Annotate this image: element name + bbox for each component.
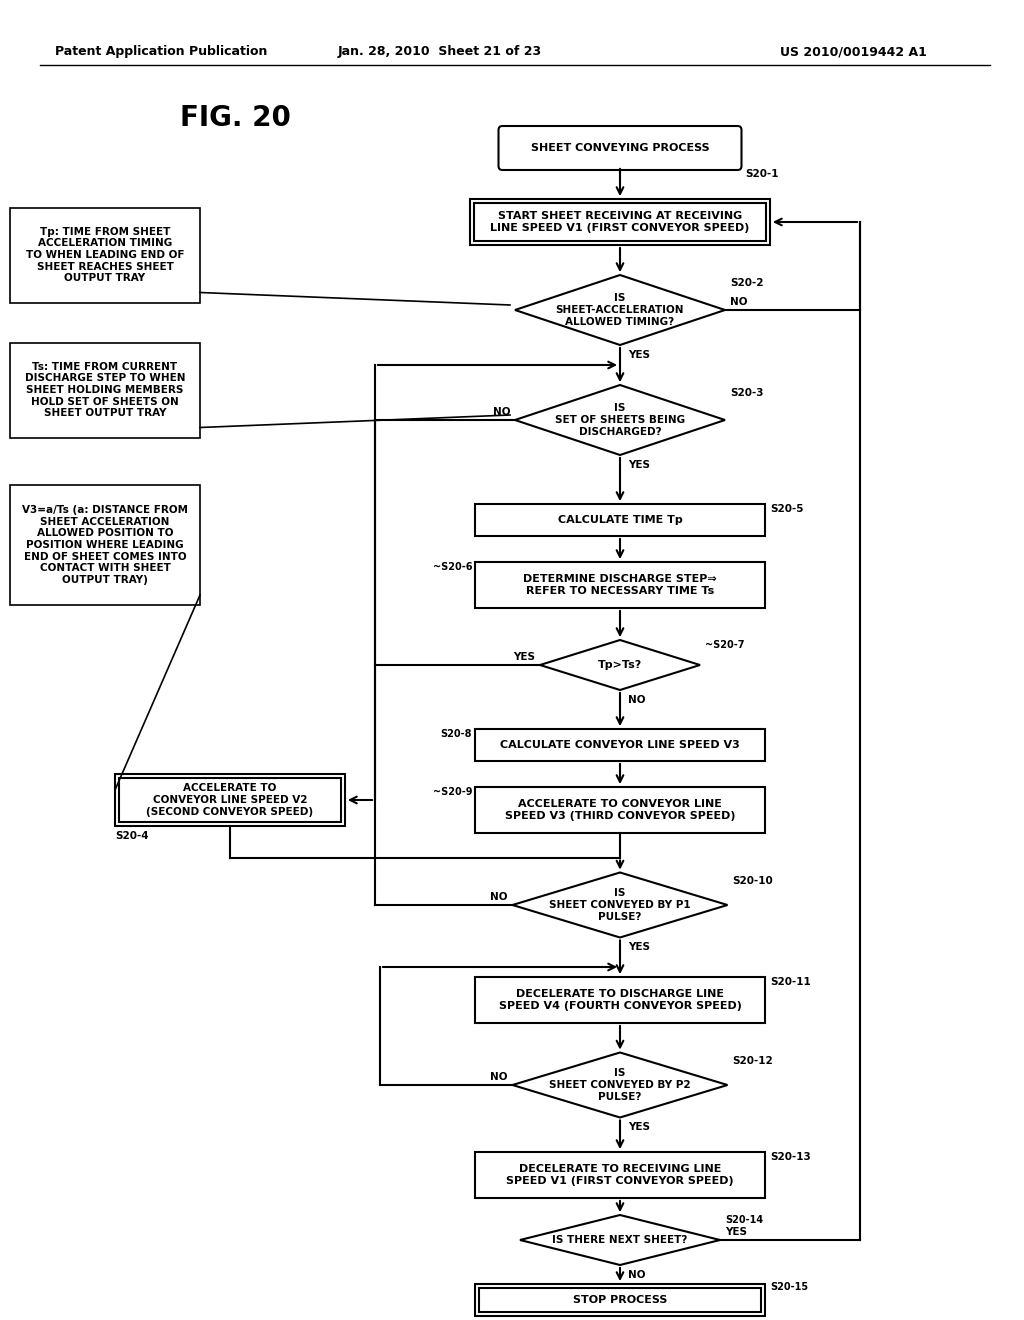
- Bar: [474, 203, 766, 242]
- Text: YES: YES: [725, 1228, 746, 1237]
- Text: S20-15: S20-15: [770, 1282, 808, 1292]
- Text: YES: YES: [513, 652, 535, 663]
- Text: IS
SHEET-ACCELERATION
ALLOWED TIMING?: IS SHEET-ACCELERATION ALLOWED TIMING?: [556, 293, 684, 326]
- Bar: [475, 562, 765, 609]
- Text: S20-14: S20-14: [725, 1214, 763, 1225]
- Text: ACCELERATE TO
CONVEYOR LINE SPEED V2
(SECOND CONVEYOR SPEED): ACCELERATE TO CONVEYOR LINE SPEED V2 (SE…: [146, 783, 313, 817]
- Bar: [475, 1152, 765, 1199]
- Polygon shape: [515, 385, 725, 455]
- Text: S20-8: S20-8: [440, 729, 472, 739]
- Text: Ts: TIME FROM CURRENT
DISCHARGE STEP TO WHEN
SHEET HOLDING MEMBERS
HOLD SET OF S: Ts: TIME FROM CURRENT DISCHARGE STEP TO …: [25, 362, 185, 418]
- Text: Patent Application Publication: Patent Application Publication: [55, 45, 267, 58]
- Bar: [10, 484, 200, 605]
- Text: DETERMINE DISCHARGE STEP⇒
REFER TO NECESSARY TIME Ts: DETERMINE DISCHARGE STEP⇒ REFER TO NECES…: [523, 574, 717, 595]
- Text: CALCULATE CONVEYOR LINE SPEED V3: CALCULATE CONVEYOR LINE SPEED V3: [500, 741, 740, 750]
- Text: NO: NO: [628, 1270, 645, 1280]
- Text: DECELERATE TO DISCHARGE LINE
SPEED V4 (FOURTH CONVEYOR SPEED): DECELERATE TO DISCHARGE LINE SPEED V4 (F…: [499, 989, 741, 1011]
- Text: Tp>Ts?: Tp>Ts?: [598, 660, 642, 671]
- Bar: [475, 977, 765, 1023]
- Text: Jan. 28, 2010  Sheet 21 of 23: Jan. 28, 2010 Sheet 21 of 23: [338, 45, 542, 58]
- Text: US 2010/0019442 A1: US 2010/0019442 A1: [780, 45, 927, 58]
- Text: S20-1: S20-1: [745, 169, 779, 180]
- Text: Tp: TIME FROM SHEET
ACCELERATION TIMING
TO WHEN LEADING END OF
SHEET REACHES SHE: Tp: TIME FROM SHEET ACCELERATION TIMING …: [26, 227, 184, 284]
- Text: DECELERATE TO RECEIVING LINE
SPEED V1 (FIRST CONVEYOR SPEED): DECELERATE TO RECEIVING LINE SPEED V1 (F…: [506, 1164, 734, 1185]
- Text: FIG. 20: FIG. 20: [179, 104, 291, 132]
- Bar: [119, 777, 341, 822]
- Text: NO: NO: [493, 407, 510, 417]
- Polygon shape: [520, 1214, 720, 1265]
- Polygon shape: [515, 275, 725, 345]
- Text: YES: YES: [628, 459, 650, 470]
- Bar: [115, 774, 345, 826]
- Text: NO: NO: [730, 297, 748, 308]
- Text: S20-4: S20-4: [115, 832, 148, 841]
- Polygon shape: [512, 873, 727, 937]
- Text: ACCELERATE TO CONVEYOR LINE
SPEED V3 (THIRD CONVEYOR SPEED): ACCELERATE TO CONVEYOR LINE SPEED V3 (TH…: [505, 799, 735, 821]
- Text: YES: YES: [628, 942, 650, 953]
- Bar: [479, 1288, 761, 1312]
- Text: S20-12: S20-12: [732, 1056, 773, 1065]
- Bar: [470, 199, 770, 246]
- Text: START SHEET RECEIVING AT RECEIVING
LINE SPEED V1 (FIRST CONVEYOR SPEED): START SHEET RECEIVING AT RECEIVING LINE …: [490, 211, 750, 232]
- FancyBboxPatch shape: [499, 125, 741, 170]
- Text: YES: YES: [628, 1122, 650, 1133]
- Text: IS THERE NEXT SHEET?: IS THERE NEXT SHEET?: [552, 1236, 688, 1245]
- Text: S20-10: S20-10: [732, 875, 773, 886]
- Text: S20-5: S20-5: [770, 504, 804, 513]
- Text: CALCULATE TIME Tp: CALCULATE TIME Tp: [558, 515, 682, 525]
- Text: NO: NO: [628, 696, 645, 705]
- Text: SHEET CONVEYING PROCESS: SHEET CONVEYING PROCESS: [530, 143, 710, 153]
- Text: IS
SHEET CONVEYED BY P2
PULSE?: IS SHEET CONVEYED BY P2 PULSE?: [549, 1068, 691, 1102]
- Text: V3=a/Ts (a: DISTANCE FROM
SHEET ACCELERATION
ALLOWED POSITION TO
POSITION WHERE : V3=a/Ts (a: DISTANCE FROM SHEET ACCELERA…: [22, 506, 188, 585]
- Text: IS
SET OF SHEETS BEING
DISCHARGED?: IS SET OF SHEETS BEING DISCHARGED?: [555, 404, 685, 437]
- Text: S20-11: S20-11: [770, 977, 811, 987]
- Text: ~S20-9: ~S20-9: [432, 787, 472, 797]
- Text: YES: YES: [628, 350, 650, 360]
- Text: ~S20-7: ~S20-7: [705, 640, 744, 649]
- Bar: [10, 207, 200, 302]
- Polygon shape: [512, 1052, 727, 1118]
- Text: S20-3: S20-3: [730, 388, 764, 399]
- Bar: [475, 504, 765, 536]
- Polygon shape: [540, 640, 700, 690]
- Text: NO: NO: [490, 1072, 508, 1082]
- Bar: [475, 1284, 765, 1316]
- Text: NO: NO: [490, 892, 508, 902]
- Text: S20-13: S20-13: [770, 1152, 811, 1162]
- Text: S20-2: S20-2: [730, 279, 764, 288]
- Text: ~S20-6: ~S20-6: [432, 562, 472, 572]
- Text: STOP PROCESS: STOP PROCESS: [572, 1295, 668, 1305]
- Bar: [10, 342, 200, 437]
- Bar: [475, 787, 765, 833]
- Text: IS
SHEET CONVEYED BY P1
PULSE?: IS SHEET CONVEYED BY P1 PULSE?: [549, 888, 691, 921]
- Bar: [475, 729, 765, 762]
